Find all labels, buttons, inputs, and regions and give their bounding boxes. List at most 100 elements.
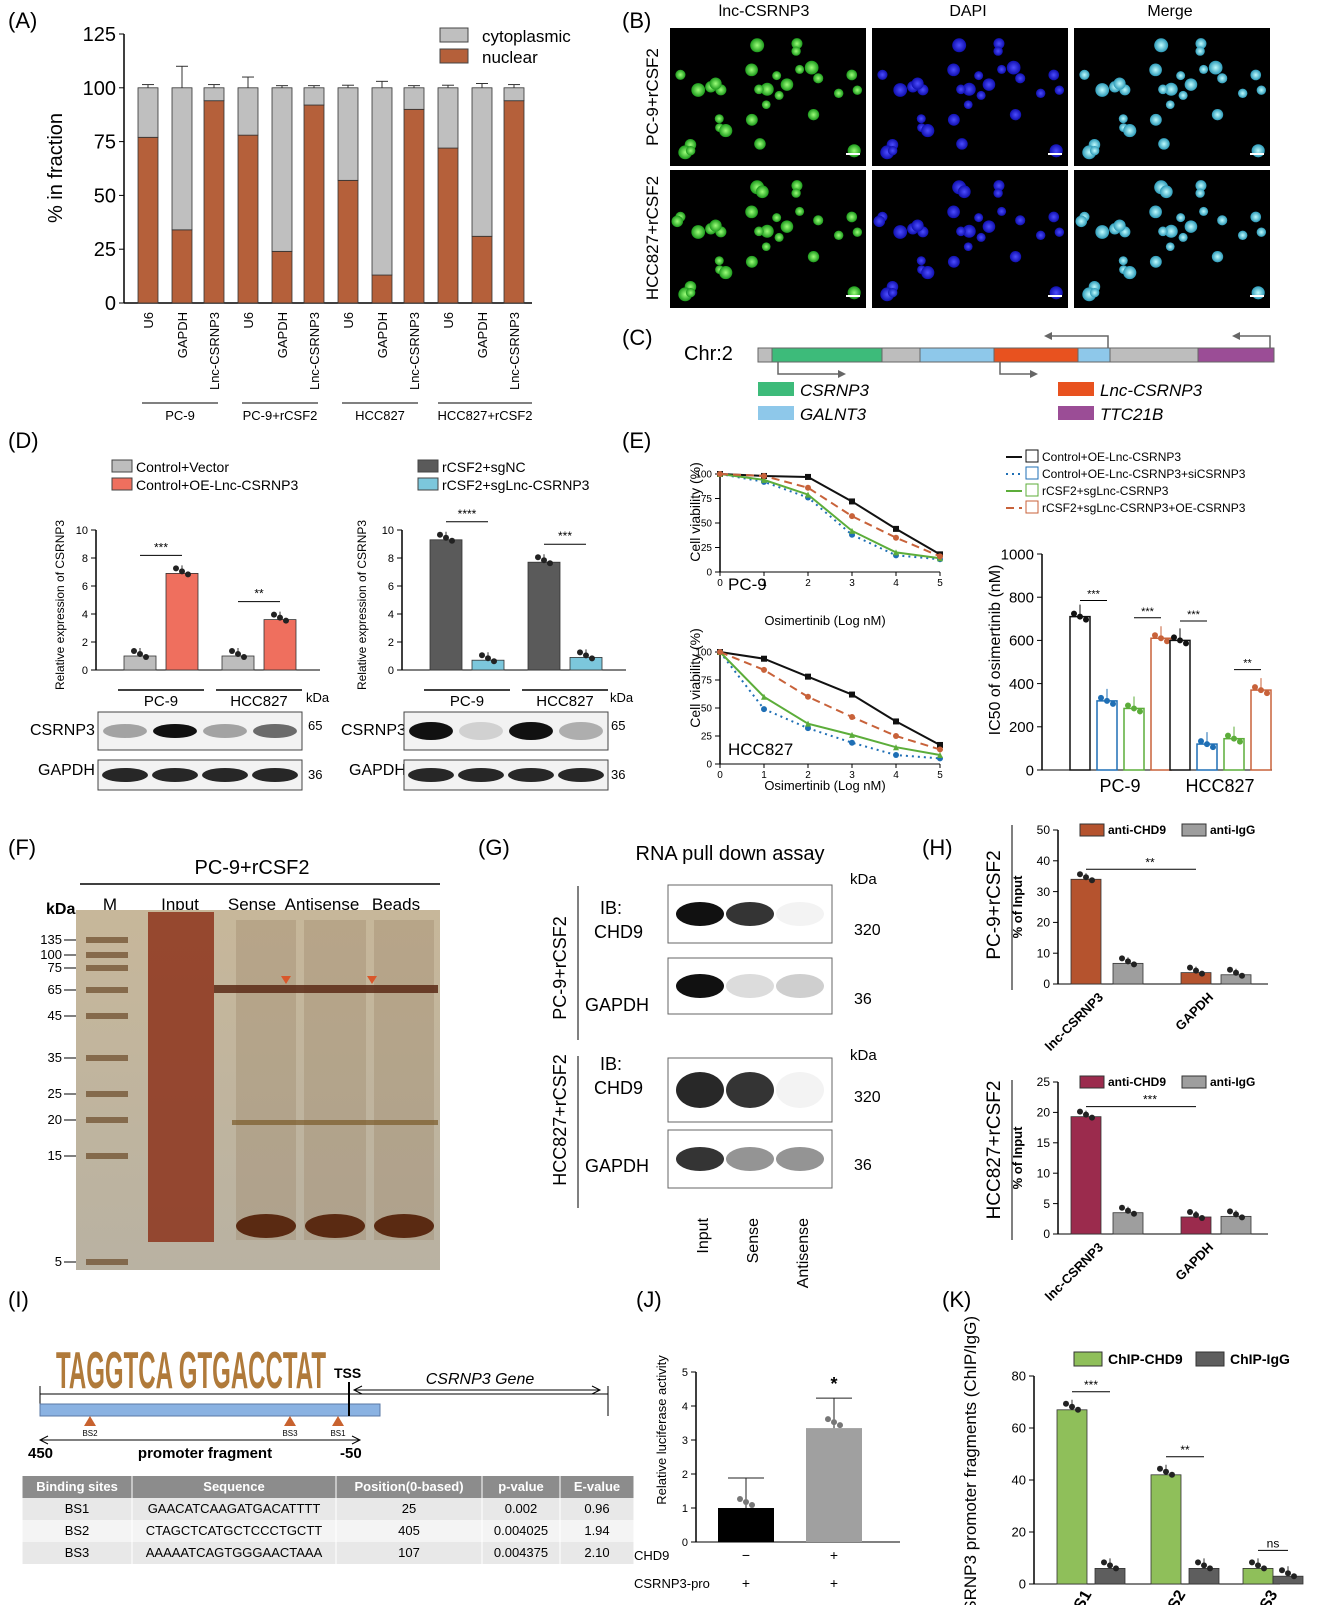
d-left-data-point (229, 648, 235, 654)
d-right-data-point (535, 554, 541, 561)
e-hcc-point (761, 706, 767, 713)
f-lane-label: Sense (228, 895, 276, 914)
j-row-chd9: CHD9 (634, 1548, 669, 1563)
d-right-data-point (583, 652, 589, 659)
k-data-point (1249, 1559, 1255, 1566)
h-hcc-ylabel: % of Input (1010, 1126, 1025, 1189)
i-table-row (22, 1542, 634, 1564)
e-hcc-point (761, 666, 767, 673)
e-hcc-series-line (719, 651, 941, 751)
e-hcc-point (761, 693, 767, 700)
k-data-point (1113, 1565, 1119, 1572)
d-band-gapdh-left (152, 768, 198, 782)
e-pc9-point (893, 549, 899, 556)
d-band-csrnp3-left (103, 724, 147, 738)
b-cell-nucleus (1195, 46, 1205, 56)
k-data-point (1075, 1406, 1081, 1413)
j-sig-label: * (830, 1374, 837, 1394)
h-hcc-legend-label: anti-CHD9 (1108, 1075, 1166, 1089)
b-cell-nucleus (1035, 230, 1046, 241)
i-start-label: 450 (28, 1445, 53, 1462)
b-cell-nucleus (685, 145, 696, 156)
h-hcc-data-point (1233, 1211, 1239, 1218)
a-bar-cytoplasmic (471, 87, 493, 237)
h-hcc-sig-label: *** (1143, 1093, 1157, 1107)
e-hcc-point (849, 731, 855, 738)
c-lnc-csrnp3-segment (993, 347, 1079, 363)
h-pc9-data-point (1193, 967, 1199, 974)
b-cell-nucleus (813, 73, 824, 84)
e-ic50-y-tick-label: 200 (1009, 719, 1034, 736)
d-right-group-label: HCC827 (536, 693, 594, 710)
b-cell-nucleus (1049, 286, 1063, 300)
e-ic50-data-point (1131, 705, 1137, 712)
h-hcc-y-tick-label: 10 (1037, 1166, 1051, 1180)
a-bar-nuclear (437, 147, 459, 304)
d-right-y-tick-label: 4 (388, 609, 394, 621)
k-y-tick-label: 40 (1012, 1473, 1026, 1488)
h-pc9-legend-label: anti-CHD9 (1108, 823, 1166, 837)
e-hcc-point (849, 713, 855, 720)
b-cell-nucleus (772, 213, 782, 223)
d-band-csrnp3-right (509, 722, 553, 740)
f-marker-label: 25 (48, 1086, 62, 1101)
k-data-point (1285, 1570, 1291, 1577)
f-marker-label: 35 (48, 1050, 62, 1065)
i-bs1-label: BS1 (330, 1429, 346, 1438)
j-y-tick-label: 4 (682, 1401, 688, 1413)
e-ic50-bar (1096, 700, 1118, 771)
f-lane-label: Input (161, 895, 199, 914)
b-cell-nucleus (911, 77, 924, 90)
k-legend-swatch (1073, 1351, 1103, 1367)
i-gene-label: CSRNP3 Gene (426, 1371, 535, 1388)
d-right-data-point (541, 557, 547, 564)
d-right-y-tick-label: 2 (388, 637, 394, 649)
e-pc9-point (805, 491, 811, 498)
h-pc9-legend-swatch (1079, 823, 1105, 837)
i-promoter-bar (39, 1403, 381, 1417)
k-x-tick-label: BS3 (1251, 1587, 1281, 1605)
e-hcc-point (805, 673, 811, 680)
b-cell-nucleus (962, 224, 976, 238)
g-band (726, 902, 774, 926)
b-cell-nucleus (1165, 100, 1175, 110)
h-hcc-data-point (1239, 1214, 1245, 1221)
b-cell-nucleus (795, 64, 805, 74)
e-hcc-point (937, 741, 943, 748)
g-lane-antisense: Antisense (795, 1218, 812, 1288)
h-pc9-y-tick-label: 20 (1037, 916, 1051, 930)
d-left-bar (263, 619, 297, 671)
a-group-label: HCC827+rCSF2 (437, 408, 532, 423)
i-fragment-arrowhead-left (38, 1435, 49, 1445)
d-band-csrnp3-left (153, 724, 197, 738)
h-pc9-x-tick-label: GAPDH (1172, 990, 1216, 1034)
c-legend-swatch-ttc21b (1058, 406, 1094, 420)
e-hcc-point (893, 718, 899, 725)
g-kda-36-bottom: 36 (854, 1157, 872, 1174)
d-left-data-point (283, 617, 289, 624)
j-sign-chd9-1: − (742, 1547, 750, 1563)
h-pc9-bar (1070, 878, 1102, 985)
e-ic50-sig-label: *** (1087, 588, 1101, 600)
c-legend-ttc21b: TTC21B (1100, 405, 1163, 424)
e-xlabel-hcc: Osimertinib (Log nM) (764, 778, 885, 793)
h-pc9-bar (1112, 962, 1144, 985)
f-marker-label: 5 (55, 1254, 62, 1269)
k-data-point (1169, 1471, 1175, 1478)
h-hcc-x-tick-label: GAPDH (1172, 1240, 1216, 1284)
h-pc9-data-point (1119, 955, 1125, 962)
i-table-cell: BS2 (65, 1523, 90, 1538)
i-table-header: E-value (574, 1479, 620, 1494)
h-hcc-bar (1070, 1116, 1102, 1235)
e-pc9-point (849, 527, 855, 534)
panel-label-i: (I) (8, 1287, 29, 1312)
e-pc9-point (805, 484, 811, 491)
k-y-tick-label: 0 (1019, 1577, 1026, 1592)
e-pc9-point (937, 553, 943, 560)
b-cell-nucleus (852, 85, 863, 95)
b-cell-nucleus (1149, 63, 1162, 77)
i-bs3-label: BS3 (282, 1429, 298, 1438)
j-bar (806, 1428, 862, 1542)
b-cell-nucleus (1048, 69, 1060, 81)
